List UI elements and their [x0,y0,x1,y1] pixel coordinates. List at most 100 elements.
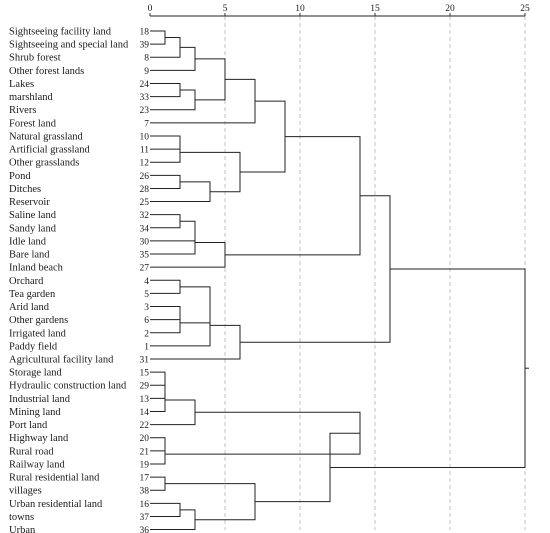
tick-label-25: 25 [520,4,530,14]
leaf-label: Agricultural facility land [9,355,114,366]
leaf-label: Port land [9,420,48,431]
branch-merge-33 [150,502,181,517]
leaf-labels: Sightseeing facility land 18 Sightseeing a… [9,27,149,533]
leaf-id: 15 [140,369,150,379]
tick-label-0: 0 [148,4,153,14]
branch-merge-18 [150,279,181,294]
leaf-label: Mining land [9,407,61,418]
leaf-id: 21 [140,447,150,457]
leaf-id: 16 [140,500,150,510]
leaf-id: 5 [144,290,149,300]
tick-label-15: 15 [370,4,380,14]
leaf-id: 13 [140,395,150,405]
branch-merge-0 [150,30,166,45]
leaf-label: towns [9,512,34,523]
leaf-label: Irrigated land [9,328,67,339]
branch-merge-8 [150,142,181,163]
leaf-id: 35 [140,251,150,261]
x-axis: 0 5 10 15 20 25 [148,4,530,17]
leaf-label: Orchard [9,276,44,287]
branch-merge-34 [150,509,196,531]
branch-merge-32 [150,476,166,491]
leaf-id: 12 [140,159,150,169]
branch-merge-24 [240,195,391,343]
grid-lines [224,16,526,530]
leaf-id: 27 [140,264,150,274]
leaf-id: 7 [144,119,149,129]
leaf-label: Sightseeing facility land [9,27,112,38]
branch-merge-29 [150,437,166,452]
leaf-label: Other grasslands [9,158,79,169]
branch-merge-30 [150,444,166,465]
branch-merge-6 [150,78,256,124]
leaf-label: Urban [9,525,36,533]
leaf-label: Bare land [9,250,50,261]
leaf-id: 31 [140,356,150,366]
tick-label-5: 5 [223,4,228,14]
leaf-id: 37 [140,513,150,523]
branch-merge-15 [150,231,196,255]
leaf-id: 33 [140,93,150,103]
leaf-id: 2 [144,329,149,339]
branch-merge-12 [240,100,286,173]
leaf-label: Forest land [9,118,57,129]
leaf-label: Other gardens [9,315,68,326]
leaf-id: 8 [144,54,149,64]
leaf-id: 26 [140,172,150,182]
leaf-label: villages [9,486,42,497]
leaf-id: 25 [140,198,150,208]
leaf-id: 3 [144,303,149,313]
leaf-id: 22 [140,421,150,431]
branch-merge-16 [150,242,226,268]
leaf-label: Shrub forest [9,53,61,64]
branch-merge-17 [225,136,361,256]
leaf-id: 9 [144,67,149,77]
leaf-id: 39 [140,41,150,51]
branch-merge-35 [165,483,256,521]
branch-merge-2 [150,46,196,71]
leaf-id: 24 [140,80,150,90]
leaf-id: 32 [140,211,150,221]
branch-merge-3 [150,82,181,98]
leaf-id: 4 [144,277,149,287]
leaf-label: Saline land [9,210,57,221]
leaf-label: Industrial land [9,394,71,405]
branch-merge-4 [150,89,196,111]
leaf-label: Sandy land [9,223,57,234]
leaf-id: 29 [140,382,150,392]
branch-merge-7 [150,135,181,150]
leaf-label: Reservoir [9,197,50,208]
leaf-id: 18 [140,28,150,38]
leaf-label: Storage land [9,368,63,379]
leaf-id: 20 [140,434,150,444]
branch-merge-25 [150,371,166,386]
leaf-id: 34 [140,224,150,234]
branch-merge-20 [150,313,181,334]
branch-merge-14 [150,220,196,242]
leaf-id: 17 [140,474,150,484]
leaf-id: 30 [140,237,150,247]
leaf-id: 14 [140,408,150,418]
leaf-id: 6 [144,316,149,326]
branch-merge-21 [180,286,211,324]
leaf-label: Hydraulic construction land [9,381,127,392]
branch-merge-13 [150,214,181,229]
leaf-id: 23 [140,106,150,116]
branch-merge-22 [150,304,211,347]
leaf-label: Sightseeing and special land [9,40,129,51]
leaf-label: Other forest lands [9,66,84,77]
leaf-id: 38 [140,487,150,497]
branch-merge-28 [150,399,196,426]
leaf-id: 19 [140,460,150,470]
leaf-label: Inland beach [9,263,64,274]
branch-merge-37 [330,268,526,468]
leaf-label: Highway land [9,433,69,444]
leaf-label: Pond [9,171,31,182]
leaf-label: marshland [9,92,53,103]
tick-label-10: 10 [295,4,305,14]
leaf-label: Natural grassland [9,131,84,142]
branch-merge-27 [150,388,166,412]
leaf-label: Tea garden [9,289,56,300]
leaf-id: 36 [140,526,150,533]
